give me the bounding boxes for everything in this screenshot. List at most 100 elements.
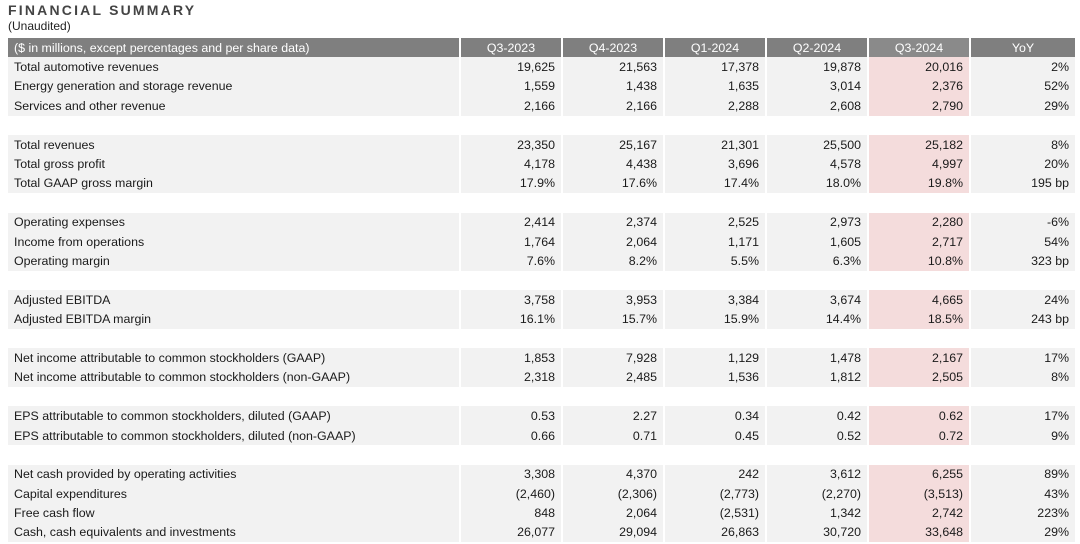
cell-value: 3,308 bbox=[460, 464, 563, 484]
cell-value: 2,166 bbox=[460, 96, 563, 116]
cell-value: 15.9% bbox=[664, 309, 767, 329]
cell-yoy: 17% bbox=[970, 348, 1077, 368]
table-row: Total revenues 23,350 25,167 21,301 25,500 25… bbox=[8, 134, 1077, 155]
cell-value: 30,720 bbox=[766, 522, 869, 543]
row-label: EPS attributable to common stockholders,… bbox=[8, 406, 461, 426]
cell-value: 848 bbox=[460, 503, 563, 523]
cell-value-current: 2,280 bbox=[868, 212, 971, 232]
cell-yoy: 54% bbox=[970, 231, 1077, 252]
cell-value: 2,318 bbox=[460, 367, 563, 388]
cell-value: 17.4% bbox=[664, 173, 767, 194]
cell-value-current: 6,255 bbox=[868, 464, 971, 484]
cell-value: 0.42 bbox=[766, 406, 869, 426]
row-label: Adjusted EBITDA margin bbox=[8, 309, 461, 329]
cell-value: 15.7% bbox=[562, 309, 665, 329]
cell-yoy: 8% bbox=[970, 134, 1077, 155]
cell-value-current: 25,182 bbox=[868, 134, 971, 155]
cell-value: 3,696 bbox=[664, 154, 767, 174]
table-row: Operating margin 7.6% 8.2% 5.5% 6.3% 10.8% 323… bbox=[8, 251, 1077, 271]
cell-value-current: 2,376 bbox=[868, 76, 971, 97]
cell-yoy: 17% bbox=[970, 406, 1077, 426]
cell-value: 1,559 bbox=[460, 76, 563, 97]
cell-value-current: 2,717 bbox=[868, 231, 971, 252]
cell-value: 19,625 bbox=[460, 57, 563, 77]
cell-value-current: 33,648 bbox=[868, 522, 971, 543]
cell-value-current: 2,742 bbox=[868, 503, 971, 523]
cell-value: 2,973 bbox=[766, 212, 869, 232]
cell-yoy: 24% bbox=[970, 290, 1077, 310]
cell-value: 0.71 bbox=[562, 425, 665, 446]
header-yoy: YoY bbox=[970, 38, 1077, 58]
cell-yoy: 223% bbox=[970, 503, 1077, 523]
cell-value: 21,301 bbox=[664, 134, 767, 155]
cell-yoy: 9% bbox=[970, 425, 1077, 446]
cell-value: 4,438 bbox=[562, 154, 665, 174]
cell-value: 2.27 bbox=[562, 406, 665, 426]
header-period-current: Q3-2024 bbox=[868, 38, 971, 58]
row-label: Net income attributable to common stockh… bbox=[8, 348, 461, 368]
cell-value: 25,500 bbox=[766, 134, 869, 155]
cell-value: 1,635 bbox=[664, 76, 767, 97]
cell-yoy: 195 bp bbox=[970, 173, 1077, 194]
cell-value: 0.45 bbox=[664, 425, 767, 446]
row-label: Capital expenditures bbox=[8, 483, 461, 504]
cell-value: (2,270) bbox=[766, 483, 869, 504]
group-spacer bbox=[8, 193, 1076, 213]
row-label: Operating margin bbox=[8, 251, 461, 271]
cell-yoy: 8% bbox=[970, 367, 1077, 388]
report-title: FINANCIAL SUMMARY bbox=[8, 2, 197, 18]
cell-value: (2,773) bbox=[664, 483, 767, 504]
cell-value: 2,288 bbox=[664, 96, 767, 116]
row-label: Total automotive revenues bbox=[8, 57, 461, 77]
cell-value-current: 2,790 bbox=[868, 96, 971, 116]
cell-value: 1,438 bbox=[562, 76, 665, 97]
cell-value: 8.2% bbox=[562, 251, 665, 271]
cell-value: 2,064 bbox=[562, 231, 665, 252]
cell-value: 23,350 bbox=[460, 134, 563, 155]
table-row: Total automotive revenues 19,625 21,563 17,… bbox=[8, 57, 1077, 77]
cell-value: 2,525 bbox=[664, 212, 767, 232]
group-spacer bbox=[8, 328, 1076, 349]
cell-value: 0.66 bbox=[460, 425, 563, 446]
group-spacer bbox=[8, 387, 1076, 407]
cell-value-current: 20,016 bbox=[868, 57, 971, 77]
cell-value: 3,384 bbox=[664, 290, 767, 310]
cell-value: 26,863 bbox=[664, 522, 767, 543]
cell-value: 17,378 bbox=[664, 57, 767, 77]
cell-value: 4,178 bbox=[460, 154, 563, 174]
cell-value: 26,077 bbox=[460, 522, 563, 543]
table-row: Adjusted EBITDA margin 16.1% 15.7% 15.9% 14.… bbox=[8, 309, 1077, 329]
cell-value: 17.6% bbox=[562, 173, 665, 194]
cell-yoy: 29% bbox=[970, 96, 1077, 116]
cell-value: 2,166 bbox=[562, 96, 665, 116]
cell-value: 2,374 bbox=[562, 212, 665, 232]
table-row: Cash, cash equivalents and investments 26… bbox=[8, 522, 1077, 543]
row-label: EPS attributable to common stockholders,… bbox=[8, 425, 461, 446]
table-row: Adjusted EBITDA 3,758 3,953 3,384 3,674 4,665… bbox=[8, 290, 1077, 310]
cell-value: 1,605 bbox=[766, 231, 869, 252]
cell-yoy: 2% bbox=[970, 57, 1077, 77]
cell-value: 7.6% bbox=[460, 251, 563, 271]
cell-value: 3,612 bbox=[766, 464, 869, 484]
cell-value: 3,674 bbox=[766, 290, 869, 310]
cell-value: 0.52 bbox=[766, 425, 869, 446]
cell-value: 2,608 bbox=[766, 96, 869, 116]
financial-summary-table: ($ in millions, except percentages and p… bbox=[8, 38, 1077, 543]
cell-value: 1,536 bbox=[664, 367, 767, 388]
table-row: Free cash flow 848 2,064 (2,531) 1,342 2,742 2… bbox=[8, 503, 1077, 523]
cell-value: 1,812 bbox=[766, 367, 869, 388]
cell-value: 4,578 bbox=[766, 154, 869, 174]
cell-value: 25,167 bbox=[562, 134, 665, 155]
cell-value: 3,953 bbox=[562, 290, 665, 310]
cell-value: 19,878 bbox=[766, 57, 869, 77]
cell-value: 2,414 bbox=[460, 212, 563, 232]
cell-yoy: 43% bbox=[970, 483, 1077, 504]
cell-value: 1,342 bbox=[766, 503, 869, 523]
cell-value: 242 bbox=[664, 464, 767, 484]
cell-yoy: 243 bp bbox=[970, 309, 1077, 329]
cell-yoy: 89% bbox=[970, 464, 1077, 484]
cell-value: 1,129 bbox=[664, 348, 767, 368]
cell-value: 1,478 bbox=[766, 348, 869, 368]
cell-value: 6.3% bbox=[766, 251, 869, 271]
cell-value: 1,764 bbox=[460, 231, 563, 252]
